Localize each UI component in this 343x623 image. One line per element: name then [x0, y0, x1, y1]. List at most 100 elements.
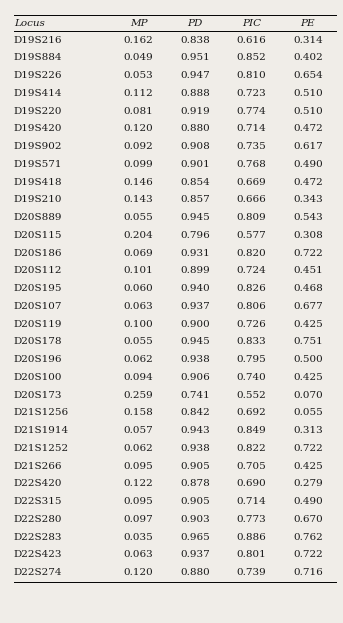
Text: 0.143: 0.143 — [124, 196, 154, 204]
Text: MP: MP — [130, 19, 147, 27]
Text: D20S196: D20S196 — [14, 355, 62, 364]
Text: 0.057: 0.057 — [124, 426, 154, 435]
Text: 0.945: 0.945 — [180, 213, 210, 222]
Text: D20S100: D20S100 — [14, 373, 62, 382]
Text: 0.842: 0.842 — [180, 409, 210, 417]
Text: 0.903: 0.903 — [180, 515, 210, 524]
Text: 0.095: 0.095 — [124, 462, 154, 470]
Text: 0.060: 0.060 — [124, 284, 154, 293]
Text: 0.852: 0.852 — [237, 54, 267, 62]
Text: 0.905: 0.905 — [180, 497, 210, 506]
Text: 0.308: 0.308 — [293, 231, 323, 240]
Text: 0.899: 0.899 — [180, 267, 210, 275]
Text: 0.120: 0.120 — [124, 125, 154, 133]
Text: 0.101: 0.101 — [124, 267, 154, 275]
Text: 0.857: 0.857 — [180, 196, 210, 204]
Text: D20S889: D20S889 — [14, 213, 62, 222]
Text: 0.062: 0.062 — [124, 444, 154, 453]
Text: D20S173: D20S173 — [14, 391, 62, 399]
Text: 0.094: 0.094 — [124, 373, 154, 382]
Text: 0.081: 0.081 — [124, 107, 154, 115]
Text: 0.901: 0.901 — [180, 160, 210, 169]
Text: 0.035: 0.035 — [124, 533, 154, 541]
Text: 0.938: 0.938 — [180, 444, 210, 453]
Text: D19S902: D19S902 — [14, 142, 62, 151]
Text: 0.313: 0.313 — [293, 426, 323, 435]
Text: 0.768: 0.768 — [237, 160, 267, 169]
Text: 0.880: 0.880 — [180, 568, 210, 577]
Text: 0.451: 0.451 — [293, 267, 323, 275]
Text: 0.279: 0.279 — [293, 480, 323, 488]
Text: 0.945: 0.945 — [180, 338, 210, 346]
Text: 0.801: 0.801 — [237, 551, 267, 559]
Text: 0.908: 0.908 — [180, 142, 210, 151]
Text: 0.937: 0.937 — [180, 302, 210, 311]
Text: 0.854: 0.854 — [180, 178, 210, 186]
Text: 0.472: 0.472 — [293, 178, 323, 186]
Text: 0.714: 0.714 — [237, 125, 267, 133]
Text: PE: PE — [300, 19, 315, 27]
Text: 0.937: 0.937 — [180, 551, 210, 559]
Text: 0.820: 0.820 — [237, 249, 267, 257]
Text: 0.314: 0.314 — [293, 36, 323, 44]
Text: 0.947: 0.947 — [180, 71, 210, 80]
Text: 0.722: 0.722 — [293, 551, 323, 559]
Text: 0.062: 0.062 — [124, 355, 154, 364]
Text: 0.055: 0.055 — [124, 338, 154, 346]
Text: D22S315: D22S315 — [14, 497, 62, 506]
Text: 0.500: 0.500 — [293, 355, 323, 364]
Text: 0.723: 0.723 — [237, 89, 267, 98]
Text: 0.402: 0.402 — [293, 54, 323, 62]
Text: 0.053: 0.053 — [124, 71, 154, 80]
Text: 0.049: 0.049 — [124, 54, 154, 62]
Text: D21S1914: D21S1914 — [14, 426, 69, 435]
Text: 0.095: 0.095 — [124, 497, 154, 506]
Text: 0.670: 0.670 — [293, 515, 323, 524]
Text: PD: PD — [187, 19, 203, 27]
Text: 0.724: 0.724 — [237, 267, 267, 275]
Text: 0.616: 0.616 — [237, 36, 267, 44]
Text: 0.943: 0.943 — [180, 426, 210, 435]
Text: 0.774: 0.774 — [237, 107, 267, 115]
Text: D20S195: D20S195 — [14, 284, 62, 293]
Text: D19S420: D19S420 — [14, 125, 62, 133]
Text: 0.552: 0.552 — [237, 391, 267, 399]
Text: 0.162: 0.162 — [124, 36, 154, 44]
Text: 0.940: 0.940 — [180, 284, 210, 293]
Text: 0.722: 0.722 — [293, 444, 323, 453]
Text: D22S274: D22S274 — [14, 568, 62, 577]
Text: 0.726: 0.726 — [237, 320, 267, 328]
Text: 0.666: 0.666 — [237, 196, 267, 204]
Text: 0.472: 0.472 — [293, 125, 323, 133]
Text: D19S418: D19S418 — [14, 178, 62, 186]
Text: D22S420: D22S420 — [14, 480, 62, 488]
Text: 0.510: 0.510 — [293, 89, 323, 98]
Text: 0.826: 0.826 — [237, 284, 267, 293]
Text: 0.751: 0.751 — [293, 338, 323, 346]
Text: 0.120: 0.120 — [124, 568, 154, 577]
Text: D22S283: D22S283 — [14, 533, 62, 541]
Text: D19S226: D19S226 — [14, 71, 62, 80]
Text: 0.806: 0.806 — [237, 302, 267, 311]
Text: D19S220: D19S220 — [14, 107, 62, 115]
Text: 0.158: 0.158 — [124, 409, 154, 417]
Text: D22S280: D22S280 — [14, 515, 62, 524]
Text: 0.146: 0.146 — [124, 178, 154, 186]
Text: 0.810: 0.810 — [237, 71, 267, 80]
Text: PIC: PIC — [242, 19, 261, 27]
Text: 0.739: 0.739 — [237, 568, 267, 577]
Text: 0.204: 0.204 — [124, 231, 154, 240]
Text: 0.677: 0.677 — [293, 302, 323, 311]
Text: D19S216: D19S216 — [14, 36, 62, 44]
Text: 0.343: 0.343 — [293, 196, 323, 204]
Text: 0.092: 0.092 — [124, 142, 154, 151]
Text: 0.919: 0.919 — [180, 107, 210, 115]
Text: 0.938: 0.938 — [180, 355, 210, 364]
Text: 0.055: 0.055 — [293, 409, 323, 417]
Text: 0.112: 0.112 — [124, 89, 154, 98]
Text: 0.735: 0.735 — [237, 142, 267, 151]
Text: 0.063: 0.063 — [124, 551, 154, 559]
Text: 0.905: 0.905 — [180, 462, 210, 470]
Text: 0.069: 0.069 — [124, 249, 154, 257]
Text: 0.838: 0.838 — [180, 36, 210, 44]
